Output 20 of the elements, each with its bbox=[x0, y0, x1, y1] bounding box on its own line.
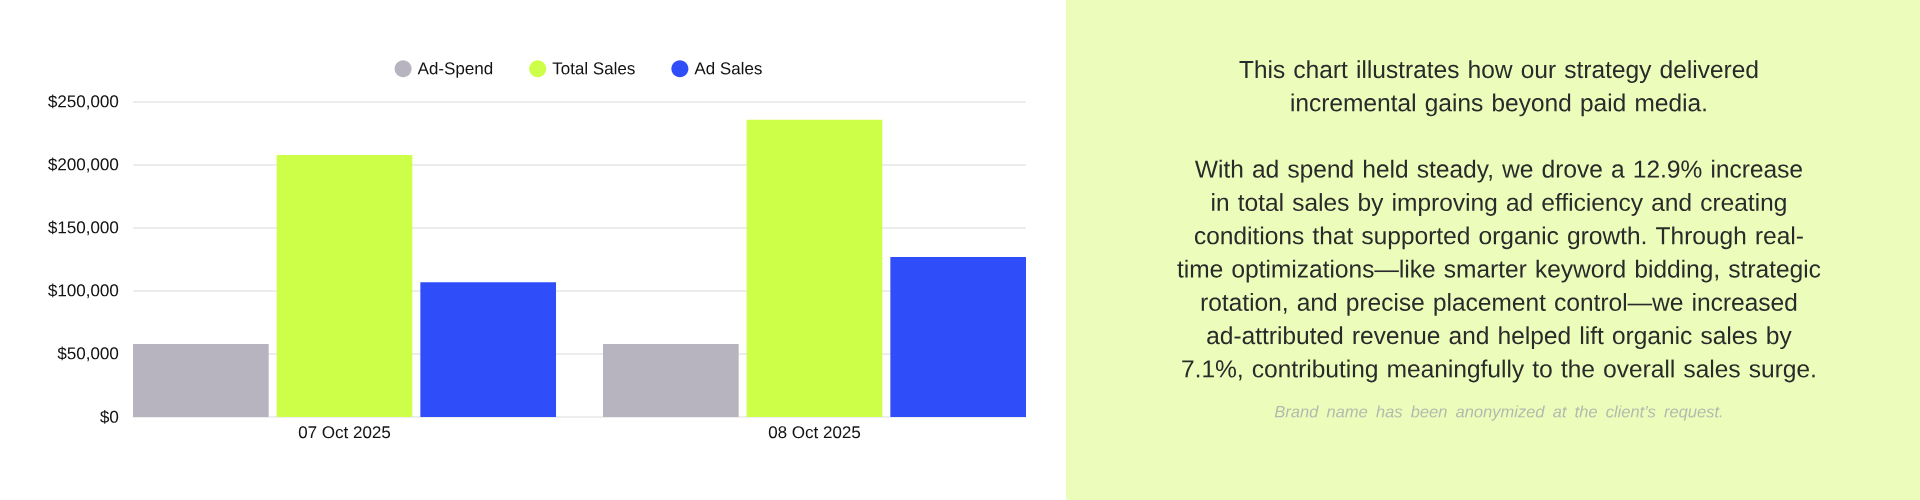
y-tick-label: $0 bbox=[100, 410, 119, 424]
legend-label: Ad Sales bbox=[694, 61, 762, 75]
text: With ad spend held steady, we drove a 12.9% increase in total sales by improving ad efficiency and creating conditions that supported organic growth. Through real-time optimizations—like smarter keyword bidding, strategic rotation, and precise placement control—we increased ad-attributed revenue and helped lift organic sales by 7.1%, contributing meaningfully to the overall sales surge. bbox=[1177, 159, 1821, 383]
legend-label: Ad-Spend bbox=[417, 61, 493, 78]
bar bbox=[746, 119, 883, 417]
bar bbox=[276, 154, 413, 417]
text: This chart illustrates how our strategy delivered incremental gains beyond paid media. bbox=[1239, 60, 1758, 117]
bar bbox=[603, 343, 739, 417]
x-tick-label: 08 Oct 2025 bbox=[768, 426, 861, 439]
text: Brand name has been anonymized at the client’s request. bbox=[1274, 405, 1722, 421]
bar bbox=[890, 256, 1027, 417]
y-tick-label: $200,000 bbox=[48, 157, 119, 173]
y-tick-label: $100,000 bbox=[48, 283, 119, 299]
y-tick-label: $250,000 bbox=[48, 94, 119, 110]
bar bbox=[133, 343, 269, 417]
y-tick-label: $150,000 bbox=[48, 220, 119, 236]
legend-label: Total Sales bbox=[552, 61, 635, 75]
x-tick-label: 07 Oct 2025 bbox=[298, 426, 391, 439]
bar bbox=[420, 282, 557, 417]
y-tick-label: $50,000 bbox=[57, 346, 119, 362]
